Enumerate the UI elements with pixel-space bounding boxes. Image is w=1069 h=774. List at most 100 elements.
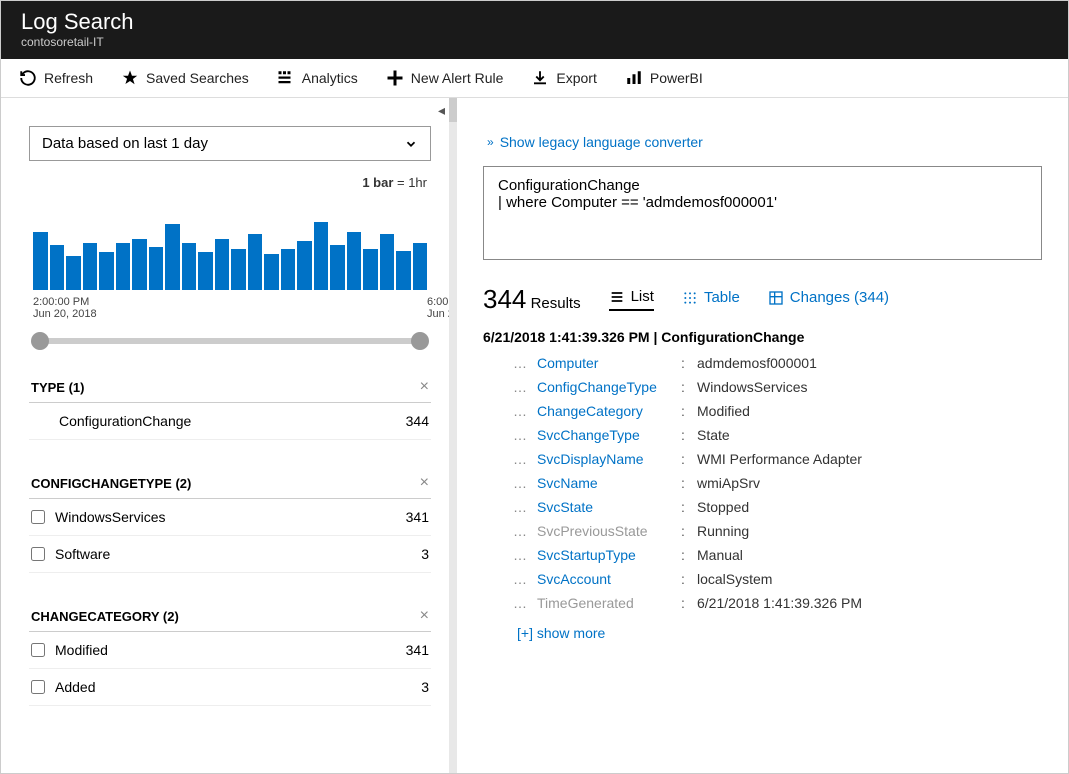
field-key[interactable]: SvcName — [537, 475, 681, 491]
changes-tab[interactable]: Changes (344) — [768, 289, 889, 310]
powerbi-button[interactable]: PowerBI — [625, 69, 703, 87]
field-key[interactable]: SvcDisplayName — [537, 451, 681, 467]
field-key[interactable]: ChangeCategory — [537, 403, 681, 419]
query-input[interactable]: ConfigurationChange | where Computer == … — [483, 166, 1042, 260]
slider-handle-left[interactable] — [31, 332, 49, 350]
bar-legend: 1 bar = 1hr — [33, 175, 427, 190]
field-menu-icon[interactable]: … — [513, 523, 537, 539]
field-colon: : — [681, 427, 697, 443]
facet-row[interactable]: Added3 — [29, 669, 431, 706]
facet-row[interactable]: ConfigurationChange344 — [29, 403, 431, 440]
chart-bar[interactable] — [347, 232, 362, 290]
facet-header: CONFIGCHANGETYPE (2)× — [29, 468, 431, 499]
chart-bar[interactable] — [396, 251, 411, 290]
field-menu-icon[interactable]: … — [513, 547, 537, 563]
chart-bar[interactable] — [297, 241, 312, 290]
export-button[interactable]: Export — [531, 69, 596, 87]
facet-row[interactable]: Software3 — [29, 536, 431, 573]
collapse-left-icon[interactable]: ◂ — [438, 102, 445, 119]
field-menu-icon[interactable]: … — [513, 475, 537, 491]
record-row: …SvcDisplayName:WMI Performance Adapter — [483, 447, 1042, 471]
time-slider[interactable] — [35, 338, 425, 344]
field-menu-icon[interactable]: … — [513, 403, 537, 419]
field-colon: : — [681, 355, 697, 371]
panel-divider[interactable] — [449, 98, 457, 773]
powerbi-label: PowerBI — [650, 70, 703, 86]
facet-close-icon[interactable]: × — [420, 474, 429, 492]
field-key[interactable]: SvcStartupType — [537, 547, 681, 563]
analytics-button[interactable]: Analytics — [277, 69, 358, 87]
timerange-dropdown[interactable]: Data based on last 1 day — [29, 126, 431, 161]
facet-row[interactable]: Modified341 — [29, 632, 431, 669]
chart-bar[interactable] — [363, 249, 378, 290]
chart-bar[interactable] — [50, 245, 65, 290]
field-menu-icon[interactable]: … — [513, 451, 537, 467]
facet-count: 341 — [406, 642, 429, 658]
chart-bar[interactable] — [99, 252, 114, 290]
slider-handle-right[interactable] — [411, 332, 429, 350]
field-value: wmiApSrv — [697, 475, 760, 491]
field-menu-icon[interactable]: … — [513, 499, 537, 515]
star-icon — [121, 69, 139, 87]
table-icon — [682, 290, 698, 306]
field-menu-icon[interactable]: … — [513, 379, 537, 395]
chart-bar[interactable] — [149, 247, 164, 290]
chart-bar[interactable] — [264, 254, 279, 290]
field-menu-icon[interactable]: … — [513, 427, 537, 443]
facet-close-icon[interactable]: × — [420, 378, 429, 396]
chart-bar[interactable] — [116, 243, 131, 290]
facet-checkbox[interactable] — [31, 643, 45, 657]
facet-title: TYPE (1) — [31, 380, 84, 395]
chart-bar[interactable] — [330, 245, 345, 290]
field-colon: : — [681, 451, 697, 467]
new-alert-label: New Alert Rule — [411, 70, 504, 86]
facet-close-icon[interactable]: × — [420, 607, 429, 625]
new-alert-button[interactable]: New Alert Rule — [386, 69, 504, 87]
timeline-chart[interactable] — [29, 196, 431, 290]
field-menu-icon[interactable]: … — [513, 355, 537, 371]
chart-bar[interactable] — [314, 222, 329, 290]
chart-bar[interactable] — [33, 232, 48, 290]
field-key[interactable]: ConfigChangeType — [537, 379, 681, 395]
table-tab[interactable]: Table — [682, 289, 740, 310]
chevron-down-icon — [404, 137, 418, 151]
field-colon: : — [681, 595, 697, 611]
facet-checkbox[interactable] — [31, 680, 45, 694]
facet-row[interactable]: WindowsServices341 — [29, 499, 431, 536]
list-tab[interactable]: List — [609, 288, 654, 311]
facet-checkbox[interactable] — [31, 547, 45, 561]
export-label: Export — [556, 70, 596, 86]
chart-bar[interactable] — [198, 252, 213, 290]
field-key[interactable]: SvcChangeType — [537, 427, 681, 443]
page-subtitle: contosoretail-IT — [21, 35, 1048, 49]
field-key[interactable]: SvcAccount — [537, 571, 681, 587]
field-key[interactable]: SvcState — [537, 499, 681, 515]
powerbi-icon — [625, 69, 643, 87]
record-row: …SvcStartupType:Manual — [483, 543, 1042, 567]
field-value: State — [697, 427, 730, 443]
saved-searches-button[interactable]: Saved Searches — [121, 69, 249, 87]
facet-checkbox[interactable] — [31, 510, 45, 524]
chart-bar[interactable] — [281, 249, 296, 290]
chart-bar[interactable] — [182, 243, 197, 290]
field-menu-icon[interactable]: … — [513, 571, 537, 587]
chart-bar[interactable] — [248, 234, 263, 290]
chevron-double-down-icon: » — [487, 135, 494, 149]
field-menu-icon[interactable]: … — [513, 595, 537, 611]
chart-bar[interactable] — [215, 239, 230, 290]
chart-bar[interactable] — [231, 249, 246, 290]
facet-count: 3 — [421, 679, 429, 695]
show-more-link[interactable]: [+] show more — [517, 625, 1042, 641]
legacy-converter-link[interactable]: » Show legacy language converter — [487, 134, 1042, 150]
chart-label-right-time: 6:00:00 AM — [427, 296, 449, 308]
chart-bar[interactable] — [66, 256, 81, 290]
page-header: Log Search contosoretail-IT — [1, 1, 1068, 59]
field-colon: : — [681, 475, 697, 491]
chart-bar[interactable] — [413, 243, 428, 290]
chart-bar[interactable] — [83, 243, 98, 290]
chart-bar[interactable] — [380, 234, 395, 290]
chart-bar[interactable] — [132, 239, 147, 290]
field-key[interactable]: Computer — [537, 355, 681, 371]
chart-bar[interactable] — [165, 224, 180, 290]
refresh-button[interactable]: Refresh — [19, 69, 93, 87]
